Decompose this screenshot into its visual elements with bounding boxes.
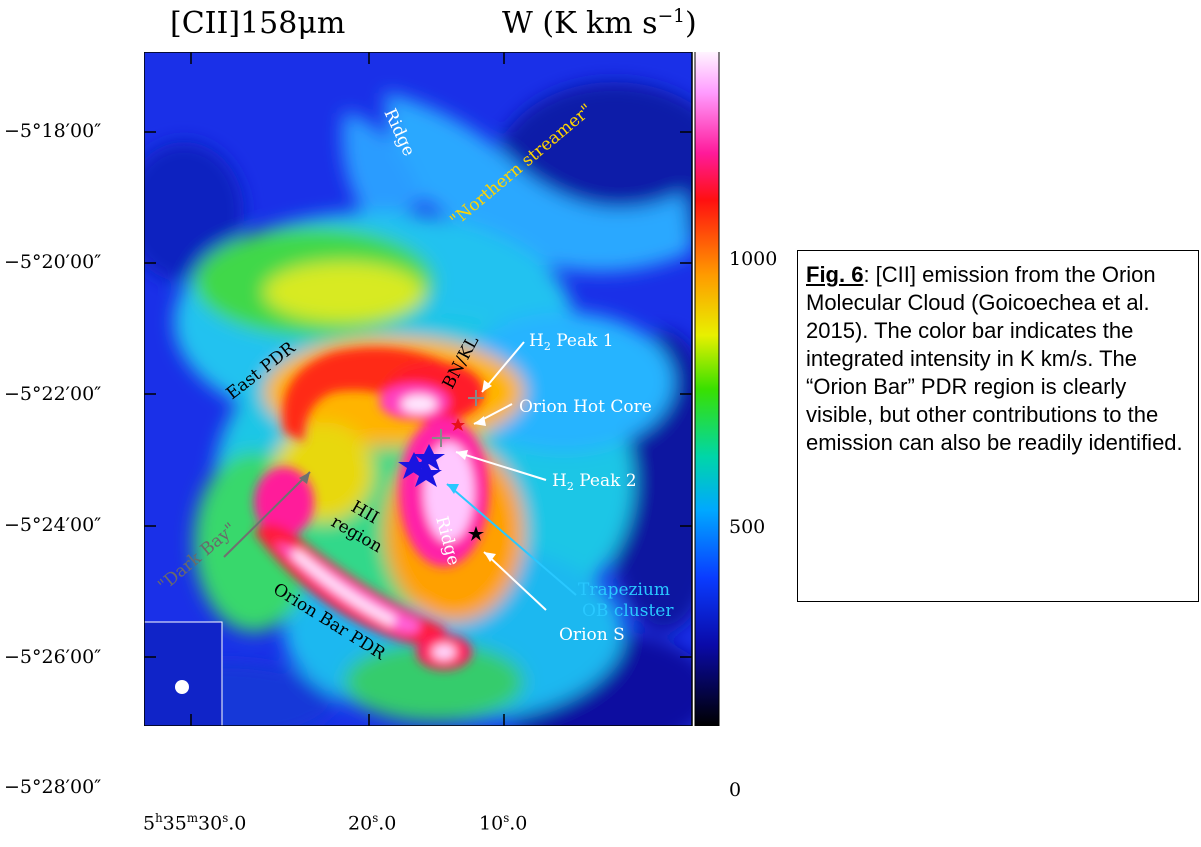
label-orion-s: Orion S: [559, 625, 625, 645]
arrow-trapezium: [446, 483, 577, 596]
colorbar: [695, 52, 719, 726]
ra-tick-label: 10s.0: [479, 811, 528, 835]
map-title-left: [CII]158μm: [170, 6, 346, 41]
hot-core-star: [451, 418, 465, 431]
label-orion-hot-core: Orion Hot Core: [519, 397, 652, 417]
dec-tick-label: −5°20′00″: [4, 251, 102, 273]
caption-box: Fig. 6: [CII] emission from the Orion Mo…: [797, 250, 1199, 602]
cii-emission-map: Ridge "Northern streamer" East PDR BN/KL…: [144, 52, 720, 726]
dec-tick-label: −5°18′00″: [4, 120, 102, 142]
arrow-dark-bay: [223, 471, 311, 558]
dec-tick-label: −5°24′00″: [4, 514, 102, 536]
colorbar-tick-label: 0: [729, 779, 742, 801]
trapezium-stars: [398, 444, 445, 487]
ra-tick-label: 5h35m30s.0: [143, 811, 247, 835]
label-trapezium-line1: Trapezium: [578, 580, 670, 600]
units-exponent: −1: [657, 6, 686, 27]
figure-caption: Fig. 6: [CII] emission from the Orion Mo…: [806, 261, 1186, 457]
ra-tick-label: 20s.0: [348, 811, 397, 835]
figure-label: Fig. 6: [806, 262, 864, 287]
caption-text: : [CII] emission from the Orion Molecula…: [806, 262, 1183, 455]
label-trapezium-line2: OB cluster: [582, 601, 674, 621]
dec-tick-label: −5°28′00″: [4, 776, 102, 798]
dec-tick-label: −5°26′00″: [4, 646, 102, 668]
arrow-orion-s: [483, 551, 547, 611]
units-close: ): [685, 6, 697, 41]
dec-tick-label: −5°22′00″: [4, 383, 102, 405]
orion-s-star: [468, 526, 484, 541]
label-h2-peak2: H2 Peak 2: [552, 471, 637, 493]
colorbar-tick-label: 500: [729, 516, 766, 538]
arrow-h2-peak2: [455, 451, 547, 481]
map-title-units: W (K km s−1): [502, 6, 697, 41]
label-h2-peak1: H2 Peak 1: [529, 331, 614, 353]
colorbar-tick-label: 1000: [729, 248, 778, 270]
arrow-h2-peak1: [481, 341, 525, 393]
units-text: W (K km s: [502, 6, 658, 41]
